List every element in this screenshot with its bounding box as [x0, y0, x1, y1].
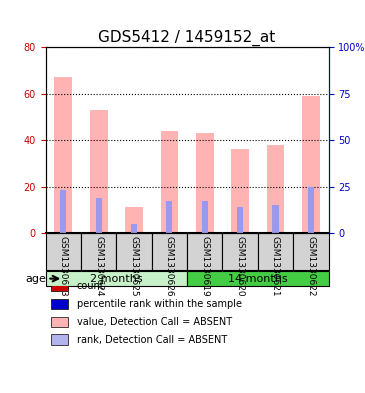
Bar	[201, 201, 208, 233]
Text: GSM1330621: GSM1330621	[271, 236, 280, 296]
Bar	[308, 187, 314, 233]
Bar	[96, 198, 102, 233]
Bar	[54, 77, 72, 233]
Bar	[90, 110, 108, 233]
FancyBboxPatch shape	[293, 233, 328, 270]
Bar	[302, 96, 320, 233]
Bar	[51, 299, 68, 309]
Bar	[51, 317, 68, 327]
Bar	[131, 224, 137, 233]
Bar	[60, 190, 66, 233]
Text: 14 months: 14 months	[228, 274, 288, 284]
FancyBboxPatch shape	[116, 233, 152, 270]
FancyBboxPatch shape	[187, 271, 328, 286]
FancyBboxPatch shape	[81, 233, 116, 270]
Bar	[161, 131, 178, 233]
Bar	[266, 145, 284, 233]
Text: 2 months: 2 months	[90, 274, 143, 284]
Text: GSM1330619: GSM1330619	[200, 236, 209, 296]
FancyBboxPatch shape	[222, 233, 258, 270]
Bar	[51, 334, 68, 345]
Bar	[125, 208, 143, 233]
Text: GSM1330625: GSM1330625	[130, 236, 139, 296]
Title: GDS5412 / 1459152_at: GDS5412 / 1459152_at	[99, 29, 276, 46]
Text: value, Detection Call = ABSENT: value, Detection Call = ABSENT	[77, 317, 232, 327]
Bar	[237, 207, 243, 233]
FancyBboxPatch shape	[187, 233, 222, 270]
FancyBboxPatch shape	[46, 271, 187, 286]
FancyBboxPatch shape	[46, 233, 81, 270]
Bar	[272, 205, 278, 233]
Text: GSM1330623: GSM1330623	[59, 236, 68, 296]
Text: GSM1330622: GSM1330622	[306, 236, 315, 296]
Text: percentile rank within the sample: percentile rank within the sample	[77, 299, 242, 309]
Text: GSM1330626: GSM1330626	[165, 236, 174, 296]
FancyBboxPatch shape	[258, 233, 293, 270]
Bar	[196, 133, 214, 233]
Bar	[166, 201, 173, 233]
FancyBboxPatch shape	[152, 233, 187, 270]
Text: age: age	[26, 274, 46, 284]
Bar	[231, 149, 249, 233]
Text: count: count	[77, 281, 104, 291]
Text: GSM1330620: GSM1330620	[235, 236, 245, 296]
Text: rank, Detection Call = ABSENT: rank, Detection Call = ABSENT	[77, 334, 227, 345]
Text: GSM1330624: GSM1330624	[94, 236, 103, 296]
Bar	[51, 281, 68, 291]
